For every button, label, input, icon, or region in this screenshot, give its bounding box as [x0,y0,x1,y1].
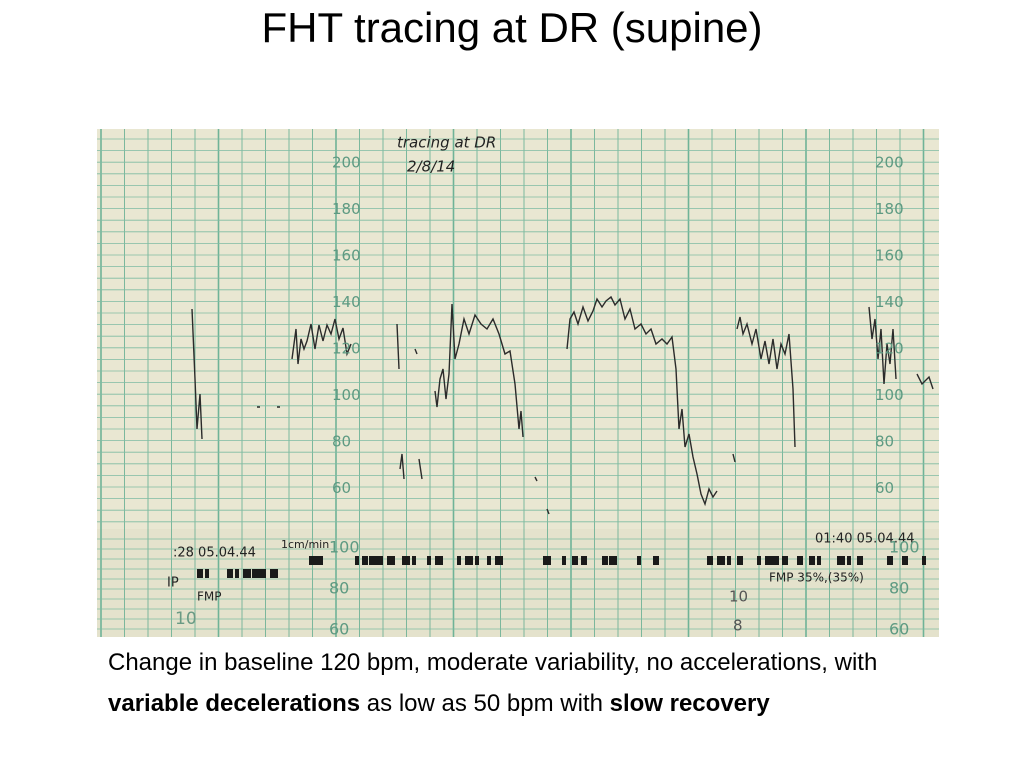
fmp-mark [309,556,317,565]
uc-label: 80 [889,579,909,598]
scale-label: 120 [875,340,904,358]
fmp-mark [782,556,788,565]
fmp-mark [809,556,815,565]
fmp-mark [435,556,443,565]
scale-label: 60 [332,479,351,497]
grid [97,129,939,637]
fmp-mark [487,556,491,565]
photo-labels: tracing at DR 2/8/14 :28 05.04.44 1cm/mi… [167,134,920,638]
fmp-mark [757,556,761,565]
scale-label: 200 [875,154,904,172]
handwriting: 2/8/14 [407,158,455,176]
fmp-mark [765,556,773,565]
fmp-mark [727,556,731,565]
fmp-mark [562,556,566,565]
fmp-mark [609,556,617,565]
fmp-mark [797,556,803,565]
fmp-mark [581,556,587,565]
fmp-mark [412,556,416,565]
uc-label: 80 [329,579,349,598]
fmp-mark [922,556,926,565]
fmp-mark [847,556,851,565]
fmp-mark [243,569,251,578]
fmp-mark [197,569,203,578]
scale-label: 100 [875,386,904,404]
scale-label: 180 [332,200,361,218]
fmp-mark [317,556,323,565]
fmp-mark [817,556,821,565]
caption-text: Change in baseline 120 bpm, moderate var… [108,649,878,676]
strip-time: :28 05.04.44 [173,546,256,561]
fmp-mark [475,556,479,565]
fmp-mark [260,569,266,578]
fmp-mark [369,556,377,565]
fmp-mark [637,556,641,565]
fmp-label: FMP [197,590,222,604]
fmp-mark [227,569,233,578]
fmp-mark [717,556,725,565]
scale-label: 80 [875,433,894,451]
uc-label: 100 [329,538,360,557]
uc-small-label: 10 [175,609,197,629]
scale-label: 60 [875,479,894,497]
fmp-mark [902,556,908,565]
paper-speed: 1cm/min [281,538,329,551]
fmp-mark [427,556,431,565]
caption-text: as low as 50 bpm with [360,690,610,717]
fmp-mark [362,556,368,565]
fmp-mark [355,556,359,565]
scale-label: 180 [875,200,904,218]
fmp-mark [653,556,659,565]
scale-label: 140 [332,293,361,311]
fmp-mark [837,556,845,565]
tracing-photo: tracing at DR 2/8/14 :28 05.04.44 1cm/mi… [97,129,939,637]
fmp-mark [457,556,461,565]
fmp-marks [197,556,926,578]
scale-label: 140 [875,293,904,311]
fhr-trace [191,295,934,515]
uc-label: 60 [889,620,909,638]
ip-label: IP [167,576,179,591]
fmp-mark [402,556,410,565]
caption-bold: slow recovery [609,690,770,717]
fmp-mark [495,556,503,565]
fmp-mark [387,556,395,565]
fmp-mark [857,556,863,565]
fmp-mark [235,569,239,578]
uc-small-label: 8 [733,617,743,635]
fmp-mark [465,556,473,565]
caption: Change in baseline 120 bpm, moderate var… [108,642,948,724]
uc-label: 100 [889,538,920,557]
scale-label: 80 [332,433,351,451]
scale-label: 100 [332,386,361,404]
fmp-mark [270,569,278,578]
fmp-label: FMP 35%,(35%) [769,571,864,585]
scale-label: 200 [332,154,361,172]
fmp-mark [205,569,209,578]
scale-label: 120 [332,340,361,358]
strip-time: 01:40 05.04.44 [815,532,915,547]
fmp-mark [737,556,743,565]
fmp-mark [252,569,260,578]
fmp-mark [377,556,383,565]
caption-bold: variable decelerations [108,690,361,717]
fmp-mark [572,556,578,565]
scale-label: 160 [875,247,904,265]
fmp-mark [887,556,893,565]
handwriting: tracing at DR [397,134,496,152]
uc-label: 60 [329,620,349,638]
uc-small-label: 10 [729,588,748,606]
fmp-mark [707,556,713,565]
slide-title: FHT tracing at DR (supine) [261,4,763,51]
scale-label: 160 [332,247,361,265]
fmp-mark [773,556,779,565]
fmp-mark [543,556,551,565]
fmp-mark [602,556,608,565]
